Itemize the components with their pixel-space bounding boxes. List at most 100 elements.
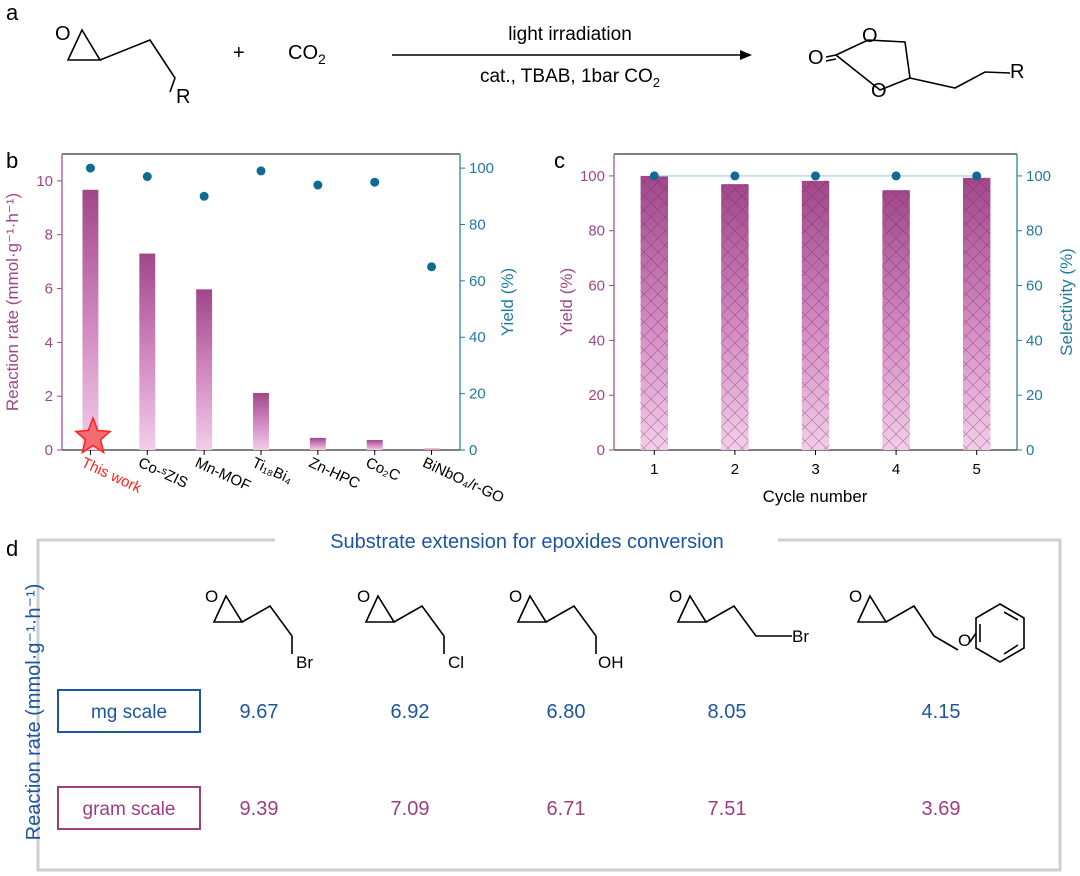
selectivity-dot xyxy=(972,171,982,181)
bar xyxy=(82,189,99,450)
atom-o-ring-top: O xyxy=(862,25,878,47)
y-right-tick-label: 60 xyxy=(469,273,486,290)
substrate-4-group: Br xyxy=(792,627,809,646)
gram-value: 9.39 xyxy=(240,798,279,820)
substrate-structures xyxy=(212,594,1025,663)
this-work-star-marker xyxy=(74,415,112,455)
mg-value: 6.92 xyxy=(391,701,430,723)
y-left-tick-label: 40 xyxy=(588,332,605,349)
panel-d-frame xyxy=(36,538,1062,872)
bar-hatch xyxy=(640,175,669,451)
yield-dot xyxy=(199,191,209,201)
yield-dot xyxy=(85,163,95,173)
x-tick-label: Mn-MOF xyxy=(192,454,253,494)
x-tick-label: 4 xyxy=(892,461,900,478)
chart-c-ylabel: Yield (%) xyxy=(557,268,576,336)
carbonate-side-chain xyxy=(909,71,1011,89)
bar xyxy=(139,253,156,450)
yield-dot xyxy=(313,180,323,190)
substrate-2-structure xyxy=(364,594,445,654)
y-left-tick-label: 4 xyxy=(45,334,53,351)
mg-value: 9.67 xyxy=(240,701,279,723)
y-left-tick-label: 2 xyxy=(45,388,53,405)
x-tick-label: Zn-HPC xyxy=(306,454,362,492)
bar xyxy=(196,289,213,450)
x-tick-label: Co₂C xyxy=(363,454,403,485)
x-tick-label: Co-ˢZIS xyxy=(136,454,191,492)
gram-value: 7.51 xyxy=(708,798,747,820)
y-right-tick-label: 20 xyxy=(469,386,486,403)
x-tick-label: 2 xyxy=(731,461,739,478)
y-right-tick-label: 100 xyxy=(469,160,494,177)
substrate-o-label: O xyxy=(849,587,862,606)
bar-hatch xyxy=(882,190,910,450)
selectivity-dot xyxy=(730,171,740,181)
substrate-o-label: O xyxy=(669,587,682,606)
y-left-tick-label: 0 xyxy=(45,442,53,459)
yield-dot xyxy=(370,177,380,187)
atom-r-product: R xyxy=(1010,61,1024,83)
chart-c-y2label: Selectivity (%) xyxy=(1057,248,1076,356)
x-tick-label: 3 xyxy=(811,461,819,478)
panel-letter-d: d xyxy=(6,536,18,561)
bar-hatch xyxy=(801,180,830,450)
chart-c: 0 20 40 60 80 100 0 20 40 60 80 100 1 2 3 4 5 xyxy=(580,153,1051,478)
gram-value: 6.71 xyxy=(547,798,586,820)
yield-dot xyxy=(427,262,437,272)
y-right-tick-label: 100 xyxy=(1026,168,1051,185)
gram-value: 7.09 xyxy=(391,798,430,820)
panel-letter-b: b xyxy=(6,148,18,173)
panel-letter-c: c xyxy=(554,148,565,173)
y-left-tick-label: 100 xyxy=(580,168,605,185)
x-tick-label: BiNbO₄/r-GO xyxy=(420,454,507,507)
reaction-scheme xyxy=(66,28,1011,93)
panel-letter-a: a xyxy=(6,0,19,25)
y-left-tick-label: 8 xyxy=(45,227,53,244)
chart-c-xlabel: Cycle number xyxy=(763,487,868,506)
substrate-5-structure xyxy=(856,594,1025,663)
y-right-tick-label: 40 xyxy=(469,329,486,346)
reaction-labels: O R + CO2 light irradiation cat., TBAB, … xyxy=(55,23,1024,108)
x-tick-label: 5 xyxy=(973,461,981,478)
bar-hatch xyxy=(962,177,991,450)
selectivity-dot xyxy=(891,171,901,181)
bar xyxy=(253,392,269,450)
epoxide-ring xyxy=(66,28,102,61)
gram-scale-box xyxy=(57,786,201,830)
x-tick-label: This work xyxy=(79,454,145,497)
atom-o-epoxide: O xyxy=(55,23,71,45)
bar xyxy=(309,437,326,450)
panel-d-ylabel: Reaction rate (mmol·g⁻¹·h⁻¹) xyxy=(23,584,45,841)
mg-scale-box xyxy=(57,689,201,733)
plus-sign: + xyxy=(233,42,245,64)
epoxide-side-chain xyxy=(99,39,176,93)
substrate-1-group: Br xyxy=(296,653,313,672)
carbonate-ring xyxy=(834,39,911,91)
substrate-3-group: OH xyxy=(598,653,624,672)
atom-o-ring-bottom: O xyxy=(871,80,887,102)
y-left-tick-label: 6 xyxy=(45,281,53,298)
bar-hatch xyxy=(721,184,749,451)
gram-scale-values: 9.39 7.09 6.71 7.51 3.69 xyxy=(240,798,961,820)
panel-d-title: Substrate extension for epoxides convers… xyxy=(330,531,724,553)
y-right-tick-label: 40 xyxy=(1026,332,1043,349)
bar xyxy=(366,440,383,450)
substrate-1-structure xyxy=(212,594,293,654)
gram-scale-label: gram scale xyxy=(83,799,176,820)
x-tick-label: 1 xyxy=(650,461,658,478)
bar xyxy=(423,448,440,450)
y-right-tick-label: 20 xyxy=(1026,387,1043,404)
mg-value: 6.80 xyxy=(547,701,586,723)
y-left-tick-label: 0 xyxy=(597,442,605,459)
atom-o-carbonyl: O xyxy=(808,47,824,69)
chart-b-ylabel: Reaction rate (mmol·g⁻¹·h⁻¹) xyxy=(3,193,22,411)
mg-value: 8.05 xyxy=(708,701,747,723)
arrow-top-label: light irradiation xyxy=(508,24,632,45)
y-right-tick-label: 80 xyxy=(469,216,486,233)
y-right-tick-label: 80 xyxy=(1026,223,1043,240)
substrate-o-label: O xyxy=(509,587,522,606)
substrate-4-structure xyxy=(676,594,792,637)
yield-dot xyxy=(256,166,266,176)
